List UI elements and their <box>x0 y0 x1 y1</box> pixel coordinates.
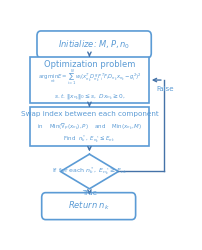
FancyBboxPatch shape <box>30 57 149 103</box>
Text: Return $n_k$: Return $n_k$ <box>68 200 110 212</box>
Text: $\arg\min_{n_k} E = \sum_{i=1}^{N} w_i(x_{n_k}^T D_{n_k}^g F_i^T F_i D_{n_k} x_{: $\arg\min_{n_k} E = \sum_{i=1}^{N} w_i(x… <box>38 68 141 87</box>
FancyBboxPatch shape <box>42 193 136 220</box>
Text: $s.t.\; \|x_{n_k}\|_0 \leq s,\; Dx_{n_k} \geq 0,$: $s.t.\; \|x_{n_k}\|_0 \leq s,\; Dx_{n_k}… <box>54 92 125 102</box>
FancyBboxPatch shape <box>30 107 149 146</box>
Text: Swap index between each component: Swap index between each component <box>21 111 158 117</box>
Polygon shape <box>60 154 118 189</box>
Text: True: True <box>82 190 97 196</box>
Text: Initialize: $M, P, n_0$: Initialize: $M, P, n_0$ <box>58 38 130 51</box>
Text: Optimization problem: Optimization problem <box>44 60 135 69</box>
Text: Find  $n_k^*,\; E_{n_k^*} \leq E_{n_k}$: Find $n_k^*,\; E_{n_k^*} \leq E_{n_k}$ <box>63 134 115 145</box>
Text: in    $\mathrm{Min}(\nabla_p(x_{n_k}), P)$    and    $\mathrm{Min}(x_{n_k}, M)$: in $\mathrm{Min}(\nabla_p(x_{n_k}), P)$ … <box>37 122 142 133</box>
FancyBboxPatch shape <box>37 31 151 58</box>
Text: False: False <box>157 86 174 92</box>
Text: If for each $n_k^*,\; E_{n_k^*} \geq E_{n_k}$: If for each $n_k^*,\; E_{n_k^*} \geq E_{… <box>52 166 127 177</box>
